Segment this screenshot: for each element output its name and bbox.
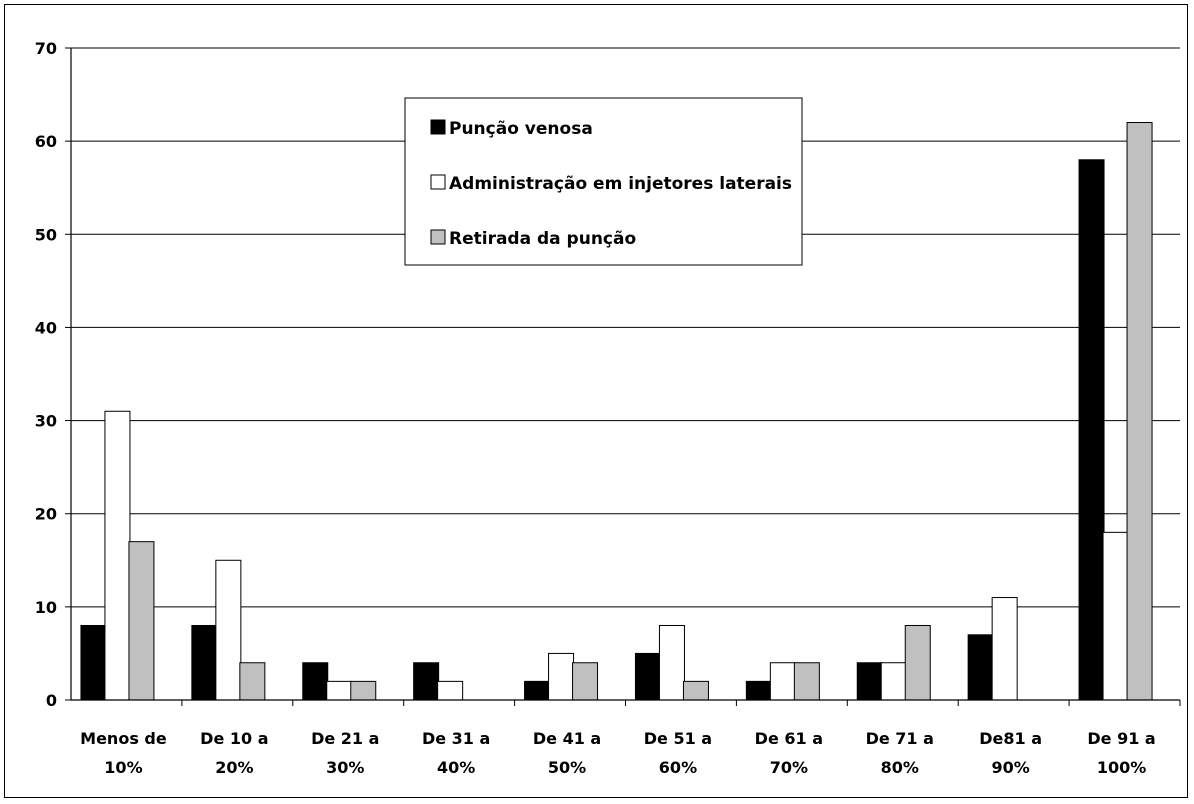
y-tick-label: 10 [35,598,57,617]
x-tick-label: De 61 a [755,729,823,748]
legend-box [404,97,803,266]
y-tick-label: 0 [46,691,57,710]
bar-3-5 [572,662,599,701]
bar-1-9 [967,634,994,701]
x-tick-labels: Menos de 10% De 10 a 20% De 21 a 30% De 31 a 40… [80,729,1156,777]
legend-label-2: Administração em injetores laterais [449,174,792,194]
legend-swatch-3 [430,229,446,245]
bar-3-3 [350,680,377,701]
x-tick-label: De81 a [979,729,1042,748]
x-tick-label: 10% [104,758,142,777]
bars [80,122,1153,701]
bar-1-8 [856,662,883,701]
bar-1-3 [302,662,329,701]
x-tick-label: Menos de [80,729,167,748]
bar-2-4 [437,680,464,701]
bar-1-10 [1078,159,1105,701]
x-tick-label: De 51 a [644,729,712,748]
bar-3-10 [1126,122,1153,701]
legend-swatch-1 [430,119,446,135]
x-tick-label: 90% [992,758,1030,777]
bar-2-5 [548,652,575,701]
x-tick-label: 20% [215,758,253,777]
y-tick-label: 60 [35,132,57,151]
bar-1-2 [191,624,218,701]
x-tick-label: De 71 a [866,729,934,748]
y-tick-label: 30 [35,412,57,431]
legend-swatch-2 [430,174,446,190]
y-tick-label: 70 [35,39,57,58]
x-tick-label: 50% [548,758,586,777]
legend: Punção venosa Administração em injetores … [404,97,803,266]
y-tick-label: 50 [35,225,57,244]
x-tick-label: De 10 a [200,729,268,748]
bar-3-6 [682,680,709,701]
x-tick-label: De 21 a [311,729,379,748]
y-tick-label: 20 [35,505,57,524]
bar-2-10 [1102,531,1129,701]
bar-2-2 [215,559,242,701]
x-tick-label: 30% [326,758,364,777]
bar-3-2 [239,662,266,701]
y-tick-label: 40 [35,318,57,337]
bar-3-7 [793,662,820,701]
legend-label-3: Retirada da punção [449,229,636,249]
bar-1-4 [413,662,440,701]
bar-1-1 [80,624,107,701]
x-tick-label: 70% [770,758,808,777]
x-tick-label: De 41 a [533,729,601,748]
x-tick-label: 40% [437,758,475,777]
x-tick-label: De 91 a [1087,729,1155,748]
bar-1-6 [634,652,661,701]
bar-2-9 [991,597,1018,701]
bar-3-8 [904,624,931,701]
axes [65,47,1181,706]
x-tick-label: 100% [1097,758,1146,777]
y-tick-labels: 0 10 20 30 40 50 60 70 [35,39,57,710]
bar-2-8 [880,662,907,701]
x-tick-label: 60% [659,758,697,777]
bar-2-3 [326,680,353,701]
x-tick-label: 80% [881,758,919,777]
bar-2-6 [658,624,685,701]
bar-3-1 [128,541,155,701]
x-tick-label: De 31 a [422,729,490,748]
bar-2-7 [769,662,796,701]
bar-1-5 [524,680,551,701]
legend-label-1: Punção venosa [449,119,593,139]
bar-2-1 [104,410,131,701]
bar-1-7 [745,680,772,701]
